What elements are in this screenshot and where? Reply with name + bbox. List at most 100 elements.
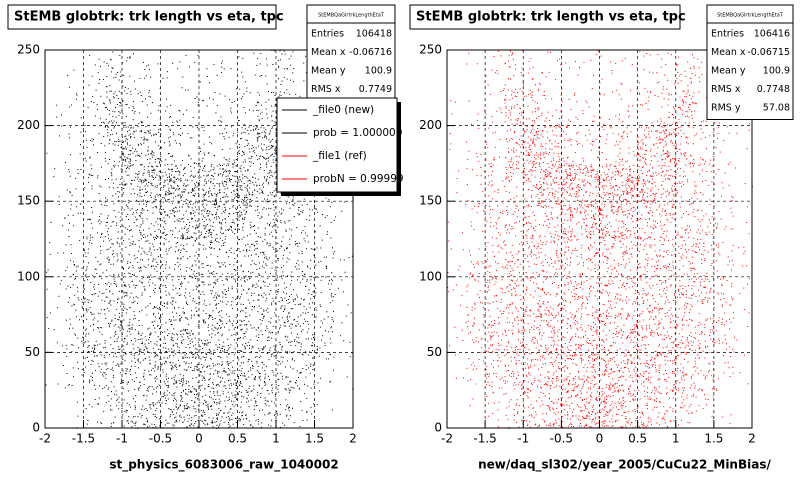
point <box>175 420 177 422</box>
point <box>194 415 195 417</box>
point <box>330 327 332 329</box>
point <box>88 177 89 179</box>
point <box>247 184 249 186</box>
point <box>139 350 140 352</box>
point <box>221 121 222 123</box>
point <box>126 410 128 412</box>
point <box>198 394 200 396</box>
point <box>147 328 149 330</box>
point <box>289 381 291 383</box>
point <box>120 320 122 322</box>
point <box>109 290 111 292</box>
point <box>160 147 162 149</box>
point <box>234 354 236 356</box>
point <box>152 260 154 262</box>
point <box>202 411 204 413</box>
point <box>117 186 119 188</box>
point <box>281 278 283 280</box>
point <box>264 227 266 229</box>
point <box>303 238 305 240</box>
point <box>208 315 210 317</box>
point <box>203 419 205 421</box>
point <box>178 174 180 176</box>
point <box>326 233 328 235</box>
point <box>295 345 297 347</box>
point <box>117 141 119 142</box>
point <box>232 206 234 208</box>
point <box>258 372 260 374</box>
point <box>156 341 158 343</box>
point <box>127 381 129 383</box>
point <box>231 112 233 114</box>
point <box>227 391 229 393</box>
point <box>153 405 155 407</box>
point <box>264 131 265 133</box>
point <box>56 116 58 118</box>
point <box>87 341 89 343</box>
point <box>212 225 214 227</box>
point <box>125 104 127 106</box>
point <box>282 254 284 256</box>
point <box>68 229 69 231</box>
point <box>278 284 280 286</box>
point <box>272 159 274 161</box>
point <box>71 253 73 254</box>
point <box>235 270 237 272</box>
point <box>267 286 269 288</box>
point <box>226 182 228 184</box>
point <box>267 413 269 415</box>
point <box>126 157 128 159</box>
point <box>91 379 93 381</box>
point <box>259 217 261 219</box>
point <box>180 164 182 166</box>
point <box>300 330 302 332</box>
point <box>190 213 192 215</box>
point <box>134 329 136 331</box>
point <box>249 193 251 195</box>
point <box>265 309 267 311</box>
point <box>246 324 248 326</box>
point <box>203 143 205 145</box>
point <box>239 167 241 169</box>
point <box>123 148 125 149</box>
point <box>100 143 102 144</box>
point <box>245 170 246 172</box>
point <box>113 377 114 379</box>
point <box>134 380 135 382</box>
point <box>237 295 239 297</box>
point <box>240 391 242 393</box>
point <box>100 368 102 370</box>
point <box>223 68 225 70</box>
point <box>218 183 220 185</box>
point <box>95 369 97 371</box>
point <box>199 200 200 202</box>
point <box>209 228 211 230</box>
point <box>152 102 153 104</box>
point <box>238 120 239 122</box>
point <box>212 290 213 292</box>
point <box>326 215 328 217</box>
point <box>94 348 95 350</box>
point <box>329 381 331 383</box>
point <box>246 292 248 294</box>
point <box>112 143 114 145</box>
point <box>191 314 192 316</box>
point <box>171 202 173 204</box>
point <box>182 185 184 187</box>
point <box>204 165 205 167</box>
point <box>202 342 204 344</box>
point <box>213 286 214 288</box>
point <box>250 130 252 131</box>
point <box>216 307 217 309</box>
point <box>217 192 219 194</box>
point <box>139 382 141 383</box>
point <box>294 240 296 242</box>
point <box>226 313 227 315</box>
point <box>236 200 238 201</box>
point <box>263 316 265 318</box>
point <box>271 400 273 402</box>
point <box>134 353 136 354</box>
point <box>175 195 177 197</box>
point <box>159 194 161 196</box>
point <box>175 246 177 248</box>
